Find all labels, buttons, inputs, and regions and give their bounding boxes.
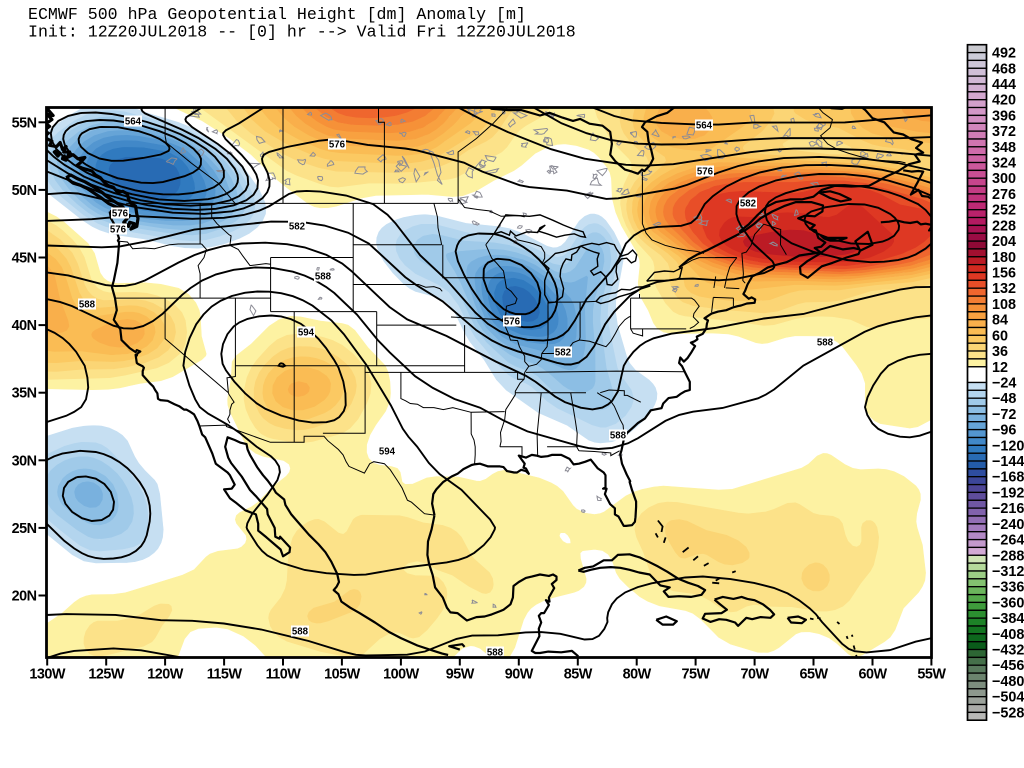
svg-text:95W: 95W xyxy=(446,667,475,683)
svg-text:420: 420 xyxy=(992,93,1016,109)
svg-text:372: 372 xyxy=(992,124,1016,140)
svg-text:−360: −360 xyxy=(992,595,1024,611)
svg-text:Init: 12Z20JUL2018 -- [0] hr -: Init: 12Z20JUL2018 -- [0] hr --> Valid F… xyxy=(28,23,576,42)
svg-text:20N: 20N xyxy=(12,589,37,605)
svg-text:324: 324 xyxy=(992,156,1016,172)
svg-text:105W: 105W xyxy=(324,667,361,683)
svg-text:132: 132 xyxy=(992,281,1016,297)
svg-text:30N: 30N xyxy=(12,453,37,469)
svg-text:80W: 80W xyxy=(623,667,652,683)
svg-text:582: 582 xyxy=(740,199,756,210)
svg-text:396: 396 xyxy=(992,108,1016,124)
svg-text:588: 588 xyxy=(817,338,834,349)
svg-text:−48: −48 xyxy=(992,391,1016,407)
svg-text:−120: −120 xyxy=(992,438,1024,454)
svg-text:444: 444 xyxy=(992,77,1016,93)
svg-text:−312: −312 xyxy=(992,564,1024,580)
svg-text:576: 576 xyxy=(110,225,127,236)
svg-text:−240: −240 xyxy=(992,517,1024,533)
svg-text:588: 588 xyxy=(487,648,504,659)
svg-text:582: 582 xyxy=(555,348,571,359)
svg-text:−528: −528 xyxy=(992,705,1024,721)
svg-text:12: 12 xyxy=(992,360,1008,376)
svg-text:588: 588 xyxy=(79,300,96,311)
svg-text:−336: −336 xyxy=(992,580,1024,596)
svg-text:300: 300 xyxy=(992,171,1016,187)
svg-text:130W: 130W xyxy=(29,667,66,683)
svg-text:−24: −24 xyxy=(992,376,1016,392)
svg-text:70W: 70W xyxy=(741,667,770,683)
svg-text:75W: 75W xyxy=(682,667,711,683)
svg-text:40N: 40N xyxy=(12,318,37,334)
svg-text:−264: −264 xyxy=(992,533,1024,549)
svg-text:−192: −192 xyxy=(992,485,1024,501)
svg-text:45N: 45N xyxy=(12,251,37,267)
svg-text:588: 588 xyxy=(610,431,627,442)
svg-text:204: 204 xyxy=(992,234,1016,250)
svg-text:120W: 120W xyxy=(147,667,184,683)
svg-text:115W: 115W xyxy=(207,667,243,683)
svg-text:100W: 100W xyxy=(383,667,420,683)
svg-text:348: 348 xyxy=(992,140,1016,156)
svg-text:84: 84 xyxy=(992,313,1008,329)
svg-text:125W: 125W xyxy=(88,667,125,683)
svg-text:35N: 35N xyxy=(12,386,37,402)
svg-text:276: 276 xyxy=(992,187,1016,203)
svg-text:110W: 110W xyxy=(266,667,302,683)
svg-text:60W: 60W xyxy=(858,667,887,683)
svg-text:564: 564 xyxy=(696,121,713,132)
svg-text:60: 60 xyxy=(992,328,1008,344)
svg-text:−72: −72 xyxy=(992,407,1016,423)
svg-text:−432: −432 xyxy=(992,643,1024,659)
svg-text:−408: −408 xyxy=(992,627,1024,643)
svg-text:25N: 25N xyxy=(12,521,37,537)
svg-text:576: 576 xyxy=(329,140,346,151)
svg-text:594: 594 xyxy=(298,328,315,339)
svg-text:−504: −504 xyxy=(992,690,1024,706)
svg-text:−456: −456 xyxy=(992,658,1024,674)
svg-text:588: 588 xyxy=(315,272,332,283)
svg-text:−168: −168 xyxy=(992,470,1024,486)
svg-text:576: 576 xyxy=(112,209,129,220)
svg-text:228: 228 xyxy=(992,218,1016,234)
svg-text:492: 492 xyxy=(992,46,1016,62)
svg-text:36: 36 xyxy=(992,344,1008,360)
svg-text:588: 588 xyxy=(292,627,309,638)
svg-text:564: 564 xyxy=(125,117,142,128)
svg-text:468: 468 xyxy=(992,61,1016,77)
svg-text:108: 108 xyxy=(992,297,1016,313)
svg-text:−288: −288 xyxy=(992,548,1024,564)
svg-text:594: 594 xyxy=(379,447,396,458)
svg-text:−480: −480 xyxy=(992,674,1024,690)
svg-text:−96: −96 xyxy=(992,423,1016,439)
svg-text:55N: 55N xyxy=(12,115,37,131)
svg-text:582: 582 xyxy=(289,222,305,233)
svg-text:50N: 50N xyxy=(12,183,37,199)
svg-text:85W: 85W xyxy=(564,667,593,683)
svg-text:90W: 90W xyxy=(505,667,534,683)
svg-text:−384: −384 xyxy=(992,611,1024,627)
svg-text:576: 576 xyxy=(697,167,714,178)
svg-text:ECMWF 500 hPa Geopotential Hei: ECMWF 500 hPa Geopotential Height [dm] A… xyxy=(28,5,526,24)
svg-text:252: 252 xyxy=(992,203,1016,219)
svg-text:180: 180 xyxy=(992,250,1016,266)
svg-text:−144: −144 xyxy=(992,454,1024,470)
svg-text:55W: 55W xyxy=(917,667,946,683)
svg-text:−216: −216 xyxy=(992,501,1024,517)
svg-text:156: 156 xyxy=(992,266,1016,282)
svg-text:576: 576 xyxy=(504,317,521,328)
svg-text:65W: 65W xyxy=(799,667,828,683)
